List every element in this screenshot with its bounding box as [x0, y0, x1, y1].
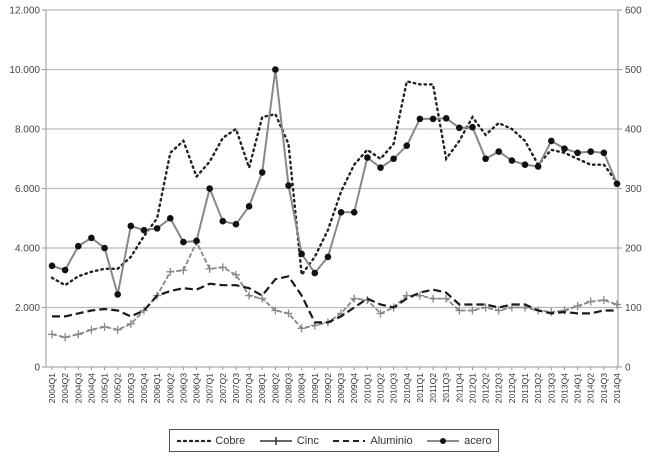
x-axis-tick: 2009Q1 — [310, 373, 320, 404]
x-axis-tick: 2011Q2 — [428, 373, 438, 403]
x-axis-tick: 2004Q2 — [60, 373, 70, 404]
x-axis-tick: 2006Q1 — [152, 373, 162, 404]
x-axis-tick: 2006Q4 — [192, 373, 202, 404]
x-axis-tick: 2009Q4 — [349, 373, 359, 404]
x-axis-tick: 2008Q3 — [284, 373, 294, 404]
x-axis-tick: 2011Q1 — [415, 373, 425, 403]
x-axis-tick: 2006Q3 — [178, 373, 188, 404]
x-axis-tick: 2010Q2 — [375, 373, 385, 404]
legend-item-cinc: Cinc — [258, 435, 319, 447]
x-axis-tick: 2008Q1 — [257, 373, 267, 404]
x-axis-tick: 2007Q2 — [218, 373, 228, 404]
x-axis-tick: 2014Q3 — [599, 373, 609, 404]
x-axis-tick: 2014Q4 — [612, 373, 622, 404]
x-axis-tick: 2011Q4 — [454, 373, 464, 403]
left-axis-tick: 12.000 — [9, 6, 40, 17]
x-axis-tick: 2004Q4 — [86, 373, 96, 404]
gridlines — [46, 9, 618, 309]
x-axis-tick: 2010Q1 — [362, 373, 372, 404]
series-aluminio — [52, 275, 617, 324]
x-axis-tick: 2013Q3 — [546, 373, 556, 404]
x-axis-tick: 2008Q4 — [297, 373, 307, 404]
right-axis-tick: 0 — [625, 363, 631, 374]
x-axis-tick: 2012Q4 — [507, 373, 517, 404]
left-axis-tick-labels: 0 2.000 4.000 6.000 8.000 10.000 12.000 — [9, 6, 40, 374]
axes — [42, 9, 622, 370]
x-axis-tick: 2007Q1 — [205, 373, 215, 404]
right-axis-tick: 500 — [625, 65, 642, 76]
x-axis-tick: 2005Q2 — [113, 373, 123, 404]
x-axis-tick: 2013Q1 — [520, 373, 530, 404]
x-axis-tick: 2014Q2 — [586, 373, 596, 404]
dashed-line-icon — [333, 439, 366, 442]
x-axis-tick: 2012Q1 — [467, 373, 477, 404]
x-axis-tick: 2013Q4 — [559, 373, 569, 404]
x-axis-tick: 2009Q3 — [336, 373, 346, 404]
right-axis-tick: 300 — [625, 184, 642, 195]
left-axis-tick: 4.000 — [15, 244, 40, 255]
x-axis-tick: 2005Q1 — [100, 373, 110, 404]
x-axis-tick-labels: 2004Q1 2004Q2 2004Q3 2004Q4 2005Q1 2005Q2 2005… — [47, 373, 622, 404]
right-axis-tick: 200 — [625, 244, 642, 255]
right-axis-tick: 400 — [625, 125, 642, 136]
x-axis-tick: 2012Q3 — [494, 373, 504, 404]
right-axis-tick-labels: 0 100 200 300 400 500 600 — [625, 6, 642, 374]
x-axis-tick: 2006Q2 — [165, 373, 175, 404]
x-axis-tick: 2004Q1 — [47, 373, 57, 404]
x-axis-tick: 2013Q2 — [533, 373, 543, 404]
series-lines — [48, 66, 621, 342]
left-axis-tick: 2.000 — [15, 303, 40, 314]
x-axis-tick: 2005Q3 — [126, 373, 136, 404]
left-axis-tick: 0 — [34, 363, 40, 374]
x-axis-tick: 2008Q2 — [270, 373, 280, 404]
x-axis-tick: 2014Q1 — [573, 373, 583, 404]
x-axis-tick: 2010Q3 — [389, 373, 399, 404]
right-axis-tick: 100 — [625, 303, 642, 314]
left-axis-tick: 8.000 — [15, 125, 40, 136]
legend: Cobre Cinc Aluminio acero — [169, 429, 499, 452]
left-axis-tick: 6.000 — [15, 184, 40, 195]
right-axis-tick: 600 — [625, 6, 642, 17]
x-axis-tick: 2007Q4 — [244, 373, 254, 404]
x-axis-tick: 2005Q4 — [139, 373, 149, 404]
left-axis-tick: 10.000 — [9, 65, 40, 76]
x-axis-tick: 2010Q4 — [402, 373, 412, 404]
legend-label: Cinc — [296, 434, 319, 447]
legend-label: Aluminio — [370, 434, 413, 447]
legend-item-acero: acero — [425, 435, 492, 447]
x-axis-tick: 2004Q3 — [73, 373, 83, 404]
legend-item-cobre: Cobre — [176, 435, 245, 447]
x-axis-tick: 2011Q3 — [441, 373, 451, 403]
legend-item-aluminio: Aluminio — [331, 434, 413, 447]
x-axis-tick: 2009Q2 — [323, 373, 333, 404]
legend-label: acero — [464, 434, 492, 447]
x-axis-tick: 2007Q3 — [231, 373, 241, 404]
plus-line-icon — [259, 436, 292, 445]
legend-label: Cobre — [215, 434, 246, 447]
series-cobre — [50, 79, 619, 287]
dotted-line-icon — [177, 439, 212, 442]
circle-marker-line-icon — [427, 437, 460, 444]
x-axis-tick: 2012Q2 — [481, 373, 491, 404]
series-acero — [48, 66, 621, 298]
